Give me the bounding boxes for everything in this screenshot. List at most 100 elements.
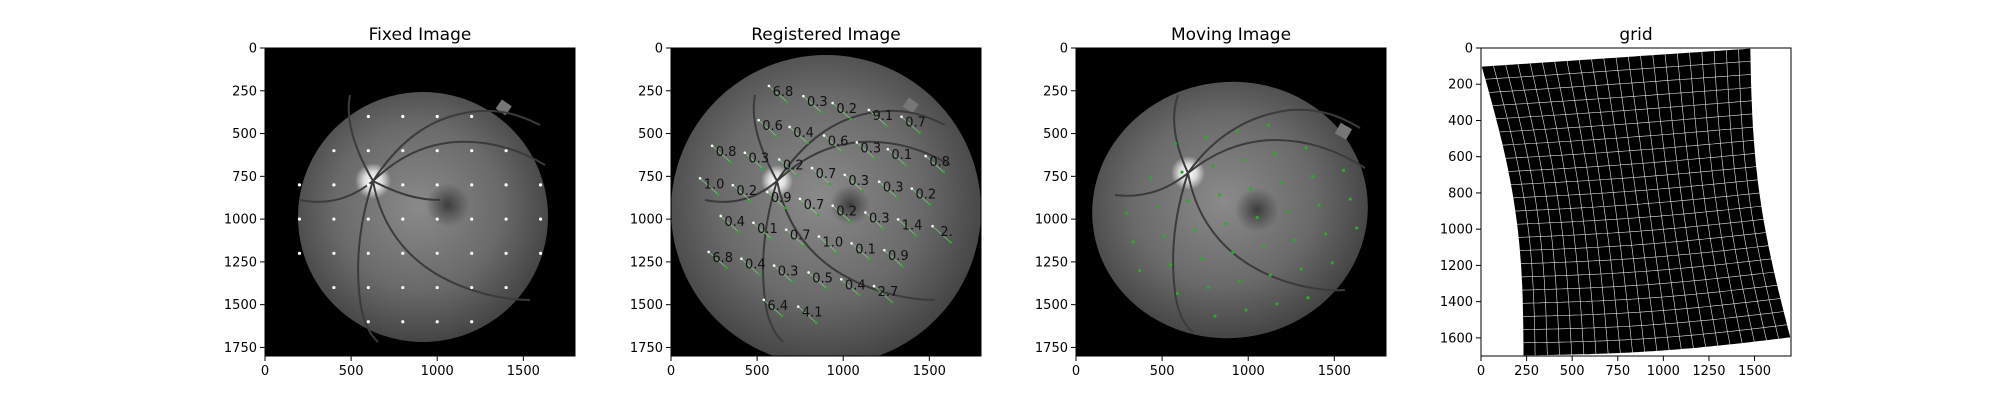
registered-moving-point xyxy=(716,193,720,196)
y-tick-label: 250 xyxy=(1043,84,1068,99)
registered-moving-point xyxy=(785,100,789,104)
x-tick-label: 250 xyxy=(1514,364,1539,379)
registered-moving-point xyxy=(758,273,761,277)
registered-fixed-point xyxy=(843,173,847,177)
y-tick-label: 750 xyxy=(638,170,663,185)
error-label: 0.4 xyxy=(845,278,866,293)
y-tick-label: 250 xyxy=(232,84,257,99)
moving-landmark-point xyxy=(1162,234,1166,238)
panel-grid: grid 0 250 500 750 1000 1250 1500 0 200 400 600 800… xyxy=(1440,25,1792,380)
registered-fixed-point xyxy=(796,305,800,308)
retina-fundus-image xyxy=(298,92,548,343)
registered-moving-point xyxy=(882,227,885,230)
x-tick-label: 750 xyxy=(1605,364,1630,379)
y-tick-label: 1000 xyxy=(630,213,663,228)
fixed-landmark-point xyxy=(332,217,336,221)
fixed-landmark-point xyxy=(435,183,439,187)
error-label: 0.3 xyxy=(748,152,769,167)
registered-fixed-point xyxy=(777,158,781,161)
grid-line-vertical xyxy=(1726,49,1767,341)
registered-fixed-point xyxy=(924,154,927,158)
fixed-landmark-point xyxy=(504,217,508,221)
error-label: 0.2 xyxy=(836,205,857,220)
error-label: 0.4 xyxy=(745,258,766,273)
fixed-landmark-point xyxy=(401,285,405,290)
fixed-landmark-point xyxy=(366,285,370,290)
error-link-line xyxy=(932,225,951,243)
deformation-grid-area xyxy=(1481,48,1791,356)
registered-moving-point xyxy=(849,117,852,121)
x-tick-label: 1000 xyxy=(1647,364,1680,379)
axis-ticks-registered: 0 500 1000 1500 0 250 500 750 1000 1250 1500 1750 xyxy=(630,42,946,380)
y-tick-label: 1500 xyxy=(630,298,663,313)
error-label: 0.6 xyxy=(828,135,849,150)
registered-moving-point xyxy=(873,157,877,160)
moving-landmark-point xyxy=(1355,226,1359,230)
registered-moving-point xyxy=(725,266,728,270)
registered-moving-point xyxy=(868,258,871,261)
x-tick-label: 1000 xyxy=(1232,364,1265,379)
error-label: 9.1 xyxy=(872,109,893,124)
error-label: 0.3 xyxy=(883,181,904,196)
grid-line-vertical xyxy=(1750,48,1791,339)
registered-fixed-point xyxy=(931,224,934,228)
registered-fixed-point xyxy=(765,190,769,194)
y-tick-label: 600 xyxy=(1448,150,1473,165)
y-tick-label: 0 xyxy=(249,42,257,57)
moving-landmark-point xyxy=(1217,193,1222,197)
fixed-landmark-point xyxy=(538,251,543,255)
error-link-line xyxy=(868,109,888,127)
y-tick-label: 1750 xyxy=(1035,341,1068,356)
panel-title-registered: Registered Image xyxy=(751,25,901,45)
error-link-line xyxy=(811,167,831,185)
error-label: 0.7 xyxy=(816,167,837,182)
fixed-landmark-point xyxy=(401,149,405,153)
error-label: 1.0 xyxy=(704,177,725,192)
grid-line-horizontal xyxy=(1522,337,1791,356)
axis-ticks-grid: 0 250 500 750 1000 1250 1500 0 200 400 600 800 1000 1… xyxy=(1440,42,1771,380)
retina-fundus-image xyxy=(671,55,981,356)
error-label: 0.4 xyxy=(793,126,814,141)
registered-moving-point xyxy=(914,234,918,237)
y-tick-label: 1000 xyxy=(224,213,257,228)
y-tick-label: 1000 xyxy=(1035,213,1068,228)
fixed-landmark-point xyxy=(366,251,370,255)
registered-fixed-point xyxy=(788,125,791,129)
error-label: 1.4 xyxy=(902,218,923,233)
registered-fixed-point xyxy=(707,250,710,254)
moving-landmark-point xyxy=(1235,129,1239,133)
error-link-line xyxy=(763,299,783,317)
fixed-landmark-point xyxy=(504,183,508,187)
moving-landmark-point xyxy=(1248,187,1253,191)
error-link-line xyxy=(789,126,808,144)
error-link-line xyxy=(818,236,838,253)
registered-fixed-point xyxy=(802,94,805,98)
y-tick-label: 1250 xyxy=(224,255,257,270)
panel-title-grid: grid xyxy=(1619,25,1652,45)
moving-landmark-point xyxy=(1244,308,1248,312)
retina-vessels xyxy=(299,94,546,343)
registered-fixed-point xyxy=(772,264,776,267)
error-link-line xyxy=(708,251,727,269)
grid-line-horizontal xyxy=(1520,245,1770,265)
registered-moving-point xyxy=(895,196,899,200)
moving-landmark-point xyxy=(1299,267,1303,271)
error-label: 0.3 xyxy=(778,265,799,280)
error-link-line xyxy=(744,152,764,169)
x-tick-label: 1000 xyxy=(827,364,860,379)
fixed-landmark-point xyxy=(435,251,439,255)
registered-fixed-point xyxy=(877,180,881,184)
moving-landmark-point xyxy=(1231,250,1235,254)
registered-fixed-point xyxy=(864,211,867,214)
error-label: 0.2 xyxy=(916,188,937,203)
moving-landmark-point xyxy=(1286,209,1290,213)
error-link-line xyxy=(768,85,788,103)
moving-landmark-point xyxy=(1242,158,1246,162)
registered-moving-point xyxy=(806,141,809,145)
moving-landmark-point xyxy=(1324,232,1328,236)
fixed-landmark-point xyxy=(538,217,543,221)
error-label: 4.1 xyxy=(802,306,823,321)
moving-landmark-point xyxy=(1341,168,1346,172)
error-label: 0.9 xyxy=(771,191,792,206)
fixed-landmark-point xyxy=(504,251,508,255)
